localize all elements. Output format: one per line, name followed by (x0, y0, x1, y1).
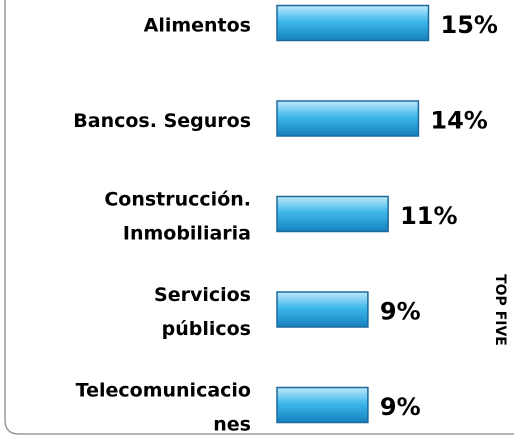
category-label: Inmobiliaria (123, 223, 251, 245)
bar (276, 4, 430, 42)
value-label: 15% (441, 11, 498, 39)
bar (276, 386, 369, 424)
frame (4, 0, 514, 435)
category-label: nes (213, 414, 251, 436)
category-label: Alimentos (144, 15, 251, 37)
bar (276, 195, 389, 233)
category-label: Bancos. Seguros (73, 110, 251, 132)
category-label: Servicios (154, 284, 251, 306)
value-label: 9% (380, 393, 421, 421)
value-label: 11% (400, 202, 457, 230)
bar (276, 291, 369, 328)
value-label: 9% (380, 298, 421, 326)
annotation: TOP FIVE (492, 274, 508, 346)
category-label: públicos (162, 318, 251, 340)
category-label: Construcción. (104, 189, 251, 211)
category-label: Telecomunicacio (76, 380, 251, 402)
value-label: 14% (430, 107, 487, 135)
bar (276, 100, 420, 137)
